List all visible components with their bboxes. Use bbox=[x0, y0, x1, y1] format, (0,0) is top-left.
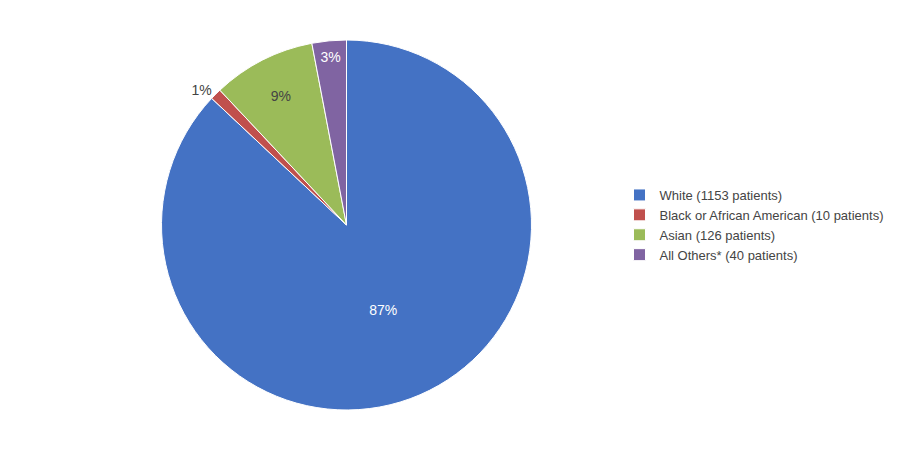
svg-text:1%: 1% bbox=[191, 82, 211, 98]
svg-text:9%: 9% bbox=[271, 88, 291, 104]
svg-text:Black or African American (10: Black or African American (10 patients) bbox=[660, 208, 884, 223]
svg-text:White (1153 patients): White (1153 patients) bbox=[660, 188, 783, 203]
svg-text:Asian (126 patients): Asian (126 patients) bbox=[660, 228, 776, 243]
svg-text:87%: 87% bbox=[369, 302, 397, 318]
svg-text:3%: 3% bbox=[320, 49, 340, 65]
svg-text:All Others* (40 patients): All Others* (40 patients) bbox=[660, 248, 798, 263]
